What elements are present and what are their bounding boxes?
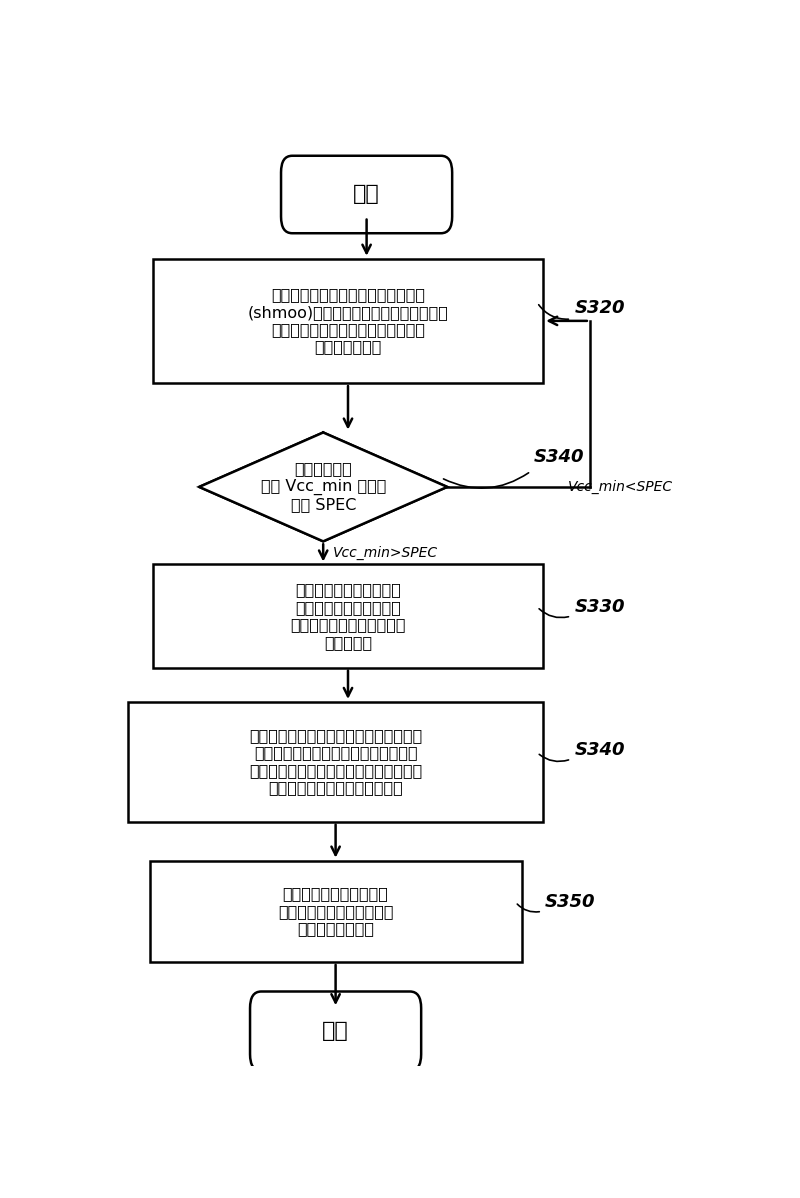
Text: 在许目测试图上外设电路
电压等于存储单元电压的
线上定位出预设规格所在的
规格定位点: 在许目测试图上外设电路 电压等于存储单元电压的 线上定位出预设规格所在的 规格定…: [290, 582, 406, 649]
Text: S350: S350: [545, 893, 596, 910]
Polygon shape: [199, 432, 447, 541]
Text: Vcc_min>SPEC: Vcc_min>SPEC: [333, 546, 438, 561]
Text: Vcc_min<SPEC: Vcc_min<SPEC: [568, 480, 674, 494]
Text: S340: S340: [534, 448, 585, 466]
Text: 结束: 结束: [322, 1021, 349, 1041]
Text: S340: S340: [574, 740, 625, 758]
FancyBboxPatch shape: [281, 156, 452, 234]
Text: 针对该静态随机存取存储器进行许目
(shmoo)测试，并藉以获得许目测试图及
最小工作电压，其中许目测试图具有
测试成功分布区: 针对该静态随机存取存储器进行许目 (shmoo)测试，并藉以获得许目测试图及 最…: [247, 288, 449, 355]
Text: 开始: 开始: [354, 184, 380, 205]
Bar: [150, 860, 522, 962]
Text: 比较最小操作
电压 Vcc_min 与预设
规格 SPEC: 比较最小操作 电压 Vcc_min 与预设 规格 SPEC: [261, 461, 386, 513]
Text: S330: S330: [574, 598, 625, 616]
Bar: [153, 564, 543, 667]
Bar: [128, 702, 543, 822]
Text: S320: S320: [574, 300, 625, 317]
Bar: [153, 259, 543, 383]
Text: 依据规格定位点以及失效
位数分布调整静态随机存取
存储器的制程参数: 依据规格定位点以及失效 位数分布调整静态随机存取 存储器的制程参数: [278, 887, 394, 936]
Text: 固定外设电路电压或存储单元电压的其中
之一，并递减外设电路电压或存储单元
电压的另一，以针对静态随机存取存储器
进行测试，并获得失效位数分布: 固定外设电路电压或存储单元电压的其中 之一，并递减外设电路电压或存储单元 电压的…: [249, 728, 422, 795]
FancyBboxPatch shape: [250, 992, 421, 1071]
